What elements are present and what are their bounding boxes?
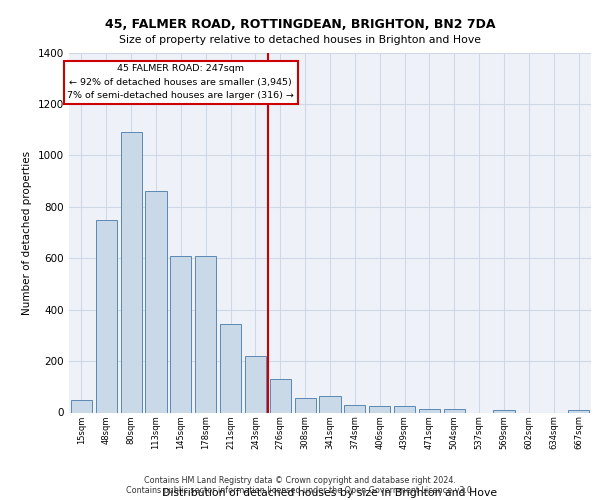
Bar bbox=[295, 398, 316, 412]
Text: 45 FALMER ROAD: 247sqm
← 92% of detached houses are smaller (3,945)
7% of semi-d: 45 FALMER ROAD: 247sqm ← 92% of detached… bbox=[67, 64, 294, 100]
Bar bbox=[145, 192, 167, 412]
Bar bbox=[245, 356, 266, 412]
Bar bbox=[369, 406, 390, 412]
Bar bbox=[195, 256, 216, 412]
Bar bbox=[270, 379, 291, 412]
Y-axis label: Number of detached properties: Number of detached properties bbox=[22, 150, 32, 314]
Bar bbox=[96, 220, 117, 412]
Bar bbox=[71, 400, 92, 412]
Bar bbox=[394, 406, 415, 412]
Bar bbox=[568, 410, 589, 412]
Text: 45, FALMER ROAD, ROTTINGDEAN, BRIGHTON, BN2 7DA: 45, FALMER ROAD, ROTTINGDEAN, BRIGHTON, … bbox=[105, 18, 495, 30]
Bar bbox=[121, 132, 142, 412]
X-axis label: Distribution of detached houses by size in Brighton and Hove: Distribution of detached houses by size … bbox=[163, 488, 497, 498]
Text: Contains HM Land Registry data © Crown copyright and database right 2024.: Contains HM Land Registry data © Crown c… bbox=[144, 476, 456, 485]
Bar bbox=[319, 396, 341, 412]
Bar bbox=[493, 410, 515, 412]
Bar bbox=[220, 324, 241, 412]
Bar bbox=[344, 405, 365, 412]
Text: Size of property relative to detached houses in Brighton and Hove: Size of property relative to detached ho… bbox=[119, 35, 481, 45]
Text: Contains public sector information licensed under the Open Government Licence v3: Contains public sector information licen… bbox=[126, 486, 474, 495]
Bar bbox=[419, 408, 440, 412]
Bar bbox=[444, 410, 465, 412]
Bar bbox=[170, 256, 191, 412]
